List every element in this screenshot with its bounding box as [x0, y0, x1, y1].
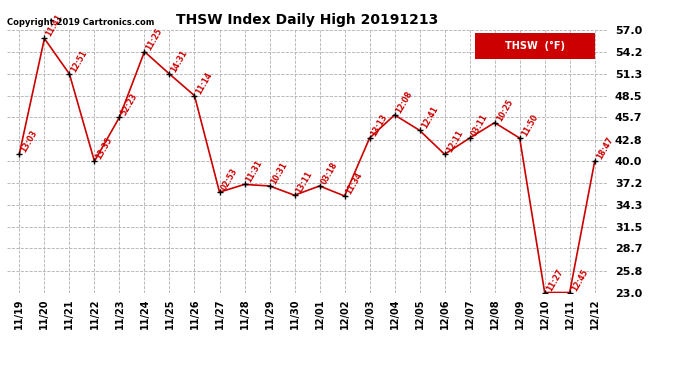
Title: THSW Index Daily High 20191213: THSW Index Daily High 20191213	[176, 13, 438, 27]
Text: 12:11: 12:11	[444, 129, 464, 154]
FancyBboxPatch shape	[475, 33, 595, 59]
Text: Copyright 2019 Cartronics.com: Copyright 2019 Cartronics.com	[7, 18, 155, 27]
Text: 11:25: 11:25	[144, 26, 164, 52]
Text: 13:35: 13:35	[95, 136, 115, 161]
Text: 13:03: 13:03	[19, 128, 39, 153]
Text: THSW  (°F): THSW (°F)	[505, 41, 565, 51]
Text: 13:11: 13:11	[295, 170, 315, 195]
Text: 11:27: 11:27	[544, 267, 564, 292]
Text: 03:11: 03:11	[470, 113, 489, 138]
Text: 10:25: 10:25	[495, 98, 515, 123]
Text: 10:31: 10:31	[270, 160, 289, 186]
Text: 12:51: 12:51	[70, 49, 89, 74]
Text: 12:41: 12:41	[420, 105, 440, 130]
Text: 12:45: 12:45	[570, 267, 589, 292]
Text: 11:50: 11:50	[520, 113, 540, 138]
Text: 11:14: 11:14	[195, 70, 215, 96]
Text: 52:23: 52:23	[119, 92, 139, 117]
Text: 11:31: 11:31	[244, 159, 264, 184]
Text: 02:53: 02:53	[219, 167, 239, 192]
Text: 11:34: 11:34	[344, 171, 364, 196]
Text: 18:47: 18:47	[595, 136, 615, 161]
Text: 12:08: 12:08	[395, 89, 415, 115]
Text: 13:13: 13:13	[370, 113, 389, 138]
Text: 14:31: 14:31	[170, 49, 189, 74]
Text: 03:18: 03:18	[319, 160, 339, 186]
Text: 11:41: 11:41	[44, 13, 64, 39]
